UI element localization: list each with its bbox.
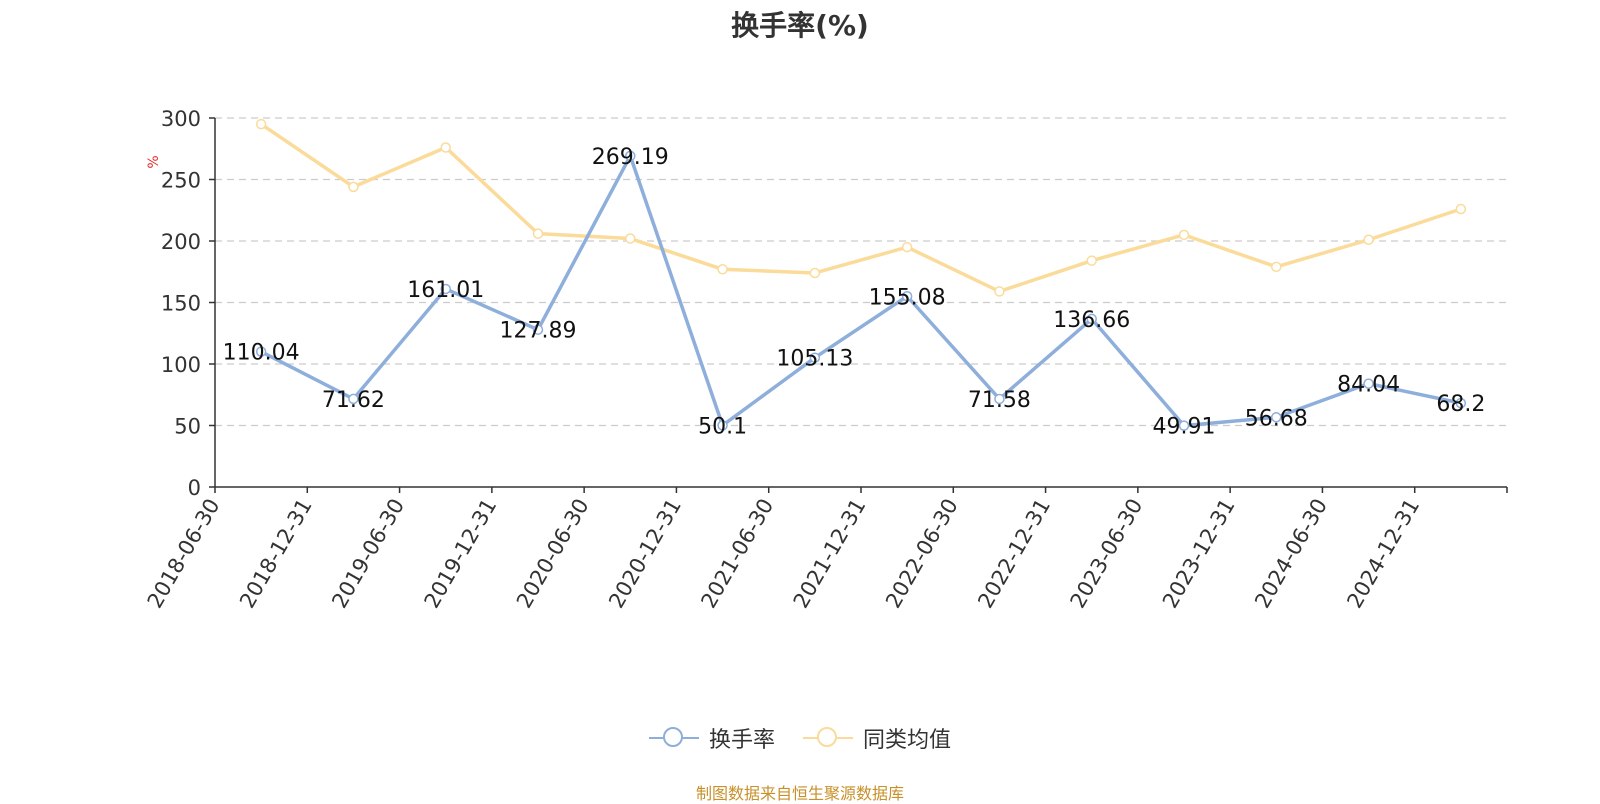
legend-swatch-turnover-icon	[648, 725, 699, 751]
y-tick-label: 300	[161, 107, 201, 131]
y-tick-label: 0	[188, 476, 201, 500]
data-point-turnover	[255, 346, 267, 357]
data-point-turnover	[1363, 378, 1374, 389]
legend-item-peer-average[interactable]: 同类均值	[803, 722, 951, 754]
data-label-turnover: 269.19	[592, 145, 669, 170]
data-point-turnover	[532, 324, 544, 335]
data-label-turnover: 71.58	[968, 388, 1031, 413]
data-point-peer-average	[1455, 203, 1467, 215]
y-tick-label: 200	[161, 230, 201, 254]
data-point-peer-average	[1363, 234, 1374, 246]
data-label-turnover: 50.1	[698, 414, 747, 439]
chart-title: 换手率(%)	[731, 9, 869, 42]
data-point-peer-average	[901, 241, 913, 253]
legend-label-turnover: 换手率	[708, 728, 775, 753]
data-label-turnover: 127.89	[500, 319, 577, 344]
data-point-turnover	[1178, 420, 1190, 431]
data-point-peer-average	[440, 142, 451, 153]
x-tick-label: 2018-12-31	[235, 495, 317, 613]
y-tick-label: 250	[161, 169, 201, 193]
legend-label-peer-average: 同类均值	[863, 728, 952, 753]
data-point-turnover	[1455, 397, 1467, 409]
data-point-peer-average	[348, 181, 359, 193]
x-tick-label: 2019-12-31	[420, 495, 502, 613]
data-point-turnover	[994, 393, 1005, 405]
data-point-turnover	[717, 420, 728, 431]
data-point-peer-average	[717, 264, 728, 275]
data-label-turnover: 84.04	[1337, 373, 1400, 398]
data-label-turnover: 136.66	[1053, 308, 1130, 333]
data-point-turnover	[440, 283, 451, 295]
source-note: 制图数据来自恒生聚源数据库	[695, 784, 904, 803]
x-tick-label: 2020-12-31	[604, 495, 686, 613]
y-tick-label: 100	[161, 353, 201, 377]
data-point-turnover	[901, 291, 913, 302]
data-point-turnover	[1086, 313, 1097, 325]
x-tick-label: 2023-12-31	[1158, 495, 1240, 613]
x-tick-label: 2024-12-31	[1342, 495, 1424, 613]
data-label-turnover: 71.62	[322, 388, 385, 413]
series-line-turnover	[260, 154, 1462, 428]
data-point-peer-average	[625, 233, 636, 244]
x-tick-label: 2022-12-31	[973, 495, 1055, 613]
x-tick-label: 2018-06-30	[143, 495, 225, 613]
y-tick-label: 50	[174, 415, 201, 439]
x-tick-label: 2023-06-30	[1066, 495, 1148, 613]
legend-swatch-peer-average-icon	[803, 725, 853, 751]
data-point-turnover	[348, 393, 359, 405]
data-label-turnover: 161.01	[407, 278, 484, 303]
data-label-turnover: 110.04	[223, 341, 300, 366]
y-axis-unit-label: %	[146, 155, 162, 168]
data-point-peer-average	[1086, 255, 1097, 266]
data-point-turnover	[625, 150, 636, 162]
data-point-peer-average	[255, 118, 267, 130]
data-point-peer-average	[809, 267, 821, 279]
legend-item-turnover[interactable]: 换手率	[648, 722, 775, 754]
x-tick-label: 2021-12-31	[789, 495, 871, 613]
series-line-peer-average	[260, 122, 1462, 294]
data-label-turnover: 155.08	[869, 285, 946, 310]
series-layer	[255, 118, 1467, 431]
data-point-peer-average	[994, 286, 1005, 297]
data-labels: 110.04 71.62 161.01 127.89 269.19 50.1 105.13 1…	[223, 145, 1486, 440]
x-tick-label: 2019-06-30	[327, 494, 409, 612]
x-tick-label: 2024-06-30	[1250, 495, 1332, 613]
legend: 换手率 同类均值	[0, 722, 1600, 754]
data-label-turnover: 56.68	[1245, 406, 1308, 431]
data-point-turnover	[809, 352, 821, 363]
data-label-turnover: 105.13	[776, 347, 853, 372]
data-point-peer-average	[532, 228, 544, 239]
data-point-turnover	[1271, 412, 1282, 423]
data-point-peer-average	[1178, 229, 1190, 241]
x-tick-label: 2020-06-30	[512, 495, 594, 613]
data-label-turnover: 49.91	[1153, 415, 1216, 440]
data-point-peer-average	[1271, 261, 1282, 273]
y-tick-label: 150	[161, 292, 201, 316]
x-tick-label: 2022-06-30	[881, 494, 963, 612]
data-label-turnover: 68.2	[1436, 392, 1485, 417]
x-tick-label: 2021-06-30	[696, 495, 778, 613]
